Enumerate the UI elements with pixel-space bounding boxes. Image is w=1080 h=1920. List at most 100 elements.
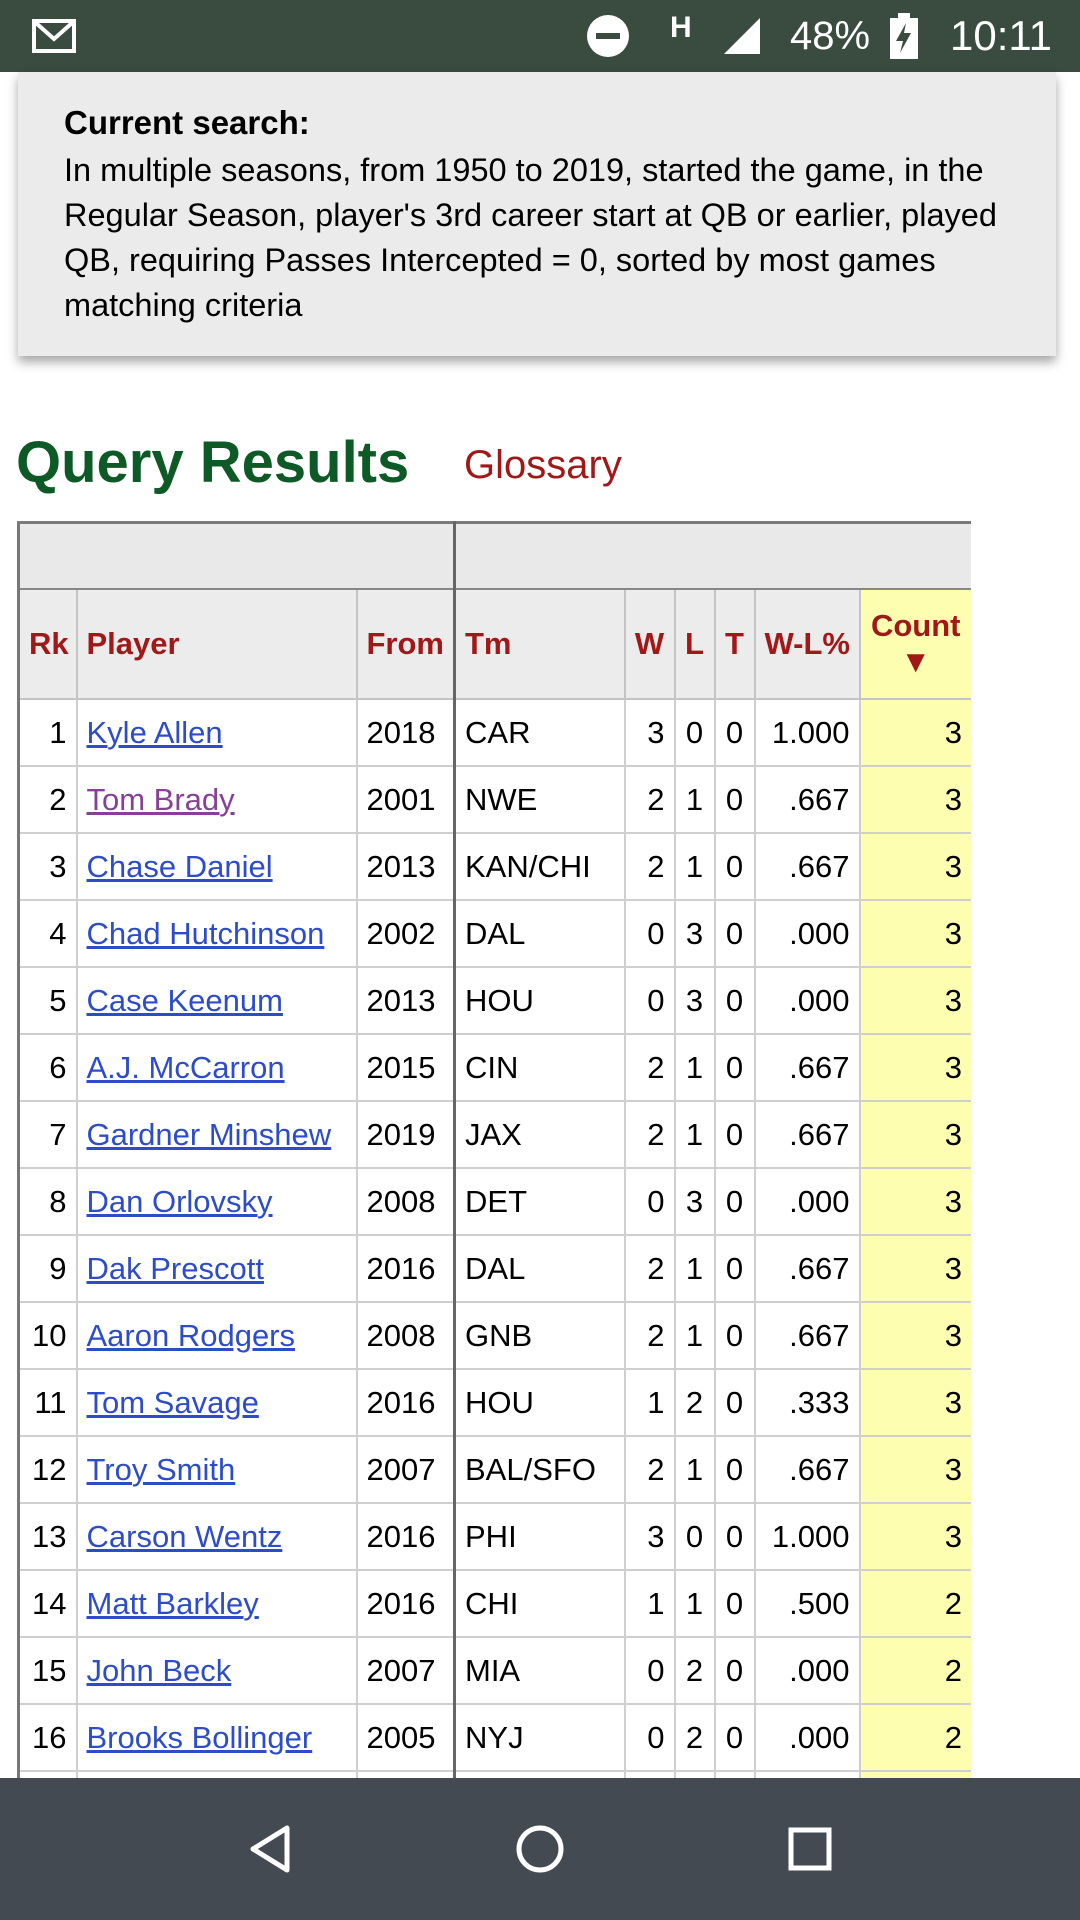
cell-count: 3 [858,966,971,1035]
cell-count: 3 [858,765,971,834]
cell-w: 0 [623,1167,676,1236]
player-link[interactable]: Matt Barkley [86,1585,259,1621]
cell-tm: DAL [453,1234,626,1303]
overheader-cell-right [453,521,971,590]
cell-t: 0 [713,899,756,968]
current-search-description: In multiple seasons, from 1950 to 2019, … [64,152,997,323]
cell-count [858,1770,971,1780]
cell-t: 0 [713,1502,756,1571]
player-link[interactable]: Dak Prescott [86,1250,264,1286]
cell-count: 3 [858,698,971,767]
cell-count: 2 [858,1703,971,1772]
cell-l: 1 [673,1033,716,1102]
cell-t: 0 [713,1703,756,1772]
col-header-rk[interactable]: Rk [17,588,78,700]
cell-w: 0 [623,1703,676,1772]
battery-charging-icon [890,0,918,72]
cell-rk: 1 [17,698,78,767]
player-link[interactable]: John Beck [86,1652,232,1688]
cell-w: 1 [623,1569,676,1638]
cell-count: 3 [858,1100,971,1169]
cell-t: 0 [713,1033,756,1102]
col-header-count[interactable]: Count ▼ [858,588,971,700]
col-header-player[interactable]: Player [75,588,358,700]
cell-from: 2018 [355,698,456,767]
player-link[interactable]: Kyle Allen [86,714,223,750]
cell-from: 2016 [355,1502,456,1571]
player-link[interactable]: Chase Daniel [86,848,273,884]
cell-count: 3 [858,1301,971,1370]
results-table-container[interactable]: Rk Player From Tm W L T W-L% Count ▼ 1 Ky… [17,521,971,1780]
cell-tm: PHI [453,1502,626,1571]
cell-from: 2015 [355,1033,456,1102]
battery-percent: 48% [790,13,871,58]
cell-l: 2 [673,1636,716,1705]
cell-tm: CIN [453,1033,626,1102]
player-link[interactable]: Tom Savage [86,1384,259,1420]
cell-rk: 8 [17,1167,78,1236]
cell-w: 2 [623,1301,676,1370]
cell-from: 2013 [355,966,456,1035]
cell-rk: 10 [17,1301,78,1370]
col-header-tm[interactable]: Tm [453,588,626,700]
cell-wlpct: .667 [753,832,861,901]
table-header-row: Rk Player From Tm W L T W-L% Count ▼ [17,588,971,700]
player-link[interactable]: Troy Smith [86,1451,236,1487]
cell-rk: 13 [17,1502,78,1571]
player-link[interactable]: Carson Wentz [86,1518,283,1554]
do-not-disturb-icon [586,0,630,72]
cell-player: Carson Wentz [75,1502,358,1571]
player-link[interactable]: Gardner Minshew [86,1116,332,1152]
col-header-w[interactable]: W [623,588,676,700]
player-link[interactable]: Tom Brady [86,781,235,817]
cell-w: 2 [623,765,676,834]
cell-player: John Beck [75,1636,358,1705]
table-row: 15 John Beck 2007 MIA 0 2 0.000 2 [17,1636,971,1705]
sort-desc-icon: ▼ [900,644,932,679]
col-header-t[interactable]: T [713,588,756,700]
cell-rk: 3 [17,832,78,901]
cell-l: 1 [673,1569,716,1638]
cell-t: 0 [713,832,756,901]
cell-rk: 12 [17,1435,78,1504]
cell-wlpct: .000 [753,899,861,968]
table-row: 5 Case Keenum 2013 HOU 0 3 0.000 3 [17,966,971,1035]
recents-icon[interactable] [775,1814,845,1884]
cell-player: Dak Prescott [75,1234,358,1303]
player-link[interactable]: A.J. McCarron [86,1049,285,1085]
current-search-label: Current search: [64,104,310,141]
player-link[interactable]: Chad Hutchinson [86,915,325,951]
player-link[interactable]: Aaron Rodgers [86,1317,296,1353]
cell-rk: 9 [17,1234,78,1303]
cell-l [673,1770,716,1780]
cell-from: 2016 [355,1234,456,1303]
cell-rk: 7 [17,1100,78,1169]
cell-wlpct: .333 [753,1368,861,1437]
cell-t: 0 [713,966,756,1035]
cell-count: 3 [858,1435,971,1504]
cell-player: Brooks Bollinger [75,1703,358,1772]
cell-from: 2008 [355,1301,456,1370]
cell-tm: NWE [453,765,626,834]
col-header-from[interactable]: From [355,588,456,700]
glossary-link[interactable]: Glossary [464,443,622,487]
table-row: 7 Gardner Minshew 2019 JAX 2 1 0.667 3 [17,1100,971,1169]
player-link[interactable]: Brooks Bollinger [86,1719,313,1755]
cell-tm: MIA [453,1636,626,1705]
cell-tm: HOU [453,966,626,1035]
cell-from: 2002 [355,899,456,968]
query-results-title: Query Results [16,430,410,495]
col-header-wlpct[interactable]: W-L% [753,588,861,700]
player-link[interactable]: Dan Orlovsky [86,1183,273,1219]
cell-w: 2 [623,832,676,901]
home-icon[interactable] [505,1814,575,1884]
back-icon[interactable] [235,1814,305,1884]
network-type-label: H [670,11,692,44]
cell-t: 0 [713,1301,756,1370]
cell-rk: 14 [17,1569,78,1638]
col-header-l[interactable]: L [673,588,716,700]
player-link[interactable]: Case Keenum [86,982,283,1018]
table-row: 13 Carson Wentz 2016 PHI 3 0 0 1.000 3 [17,1502,971,1571]
cell-rk: 4 [17,899,78,968]
cell-count: 3 [858,1167,971,1236]
